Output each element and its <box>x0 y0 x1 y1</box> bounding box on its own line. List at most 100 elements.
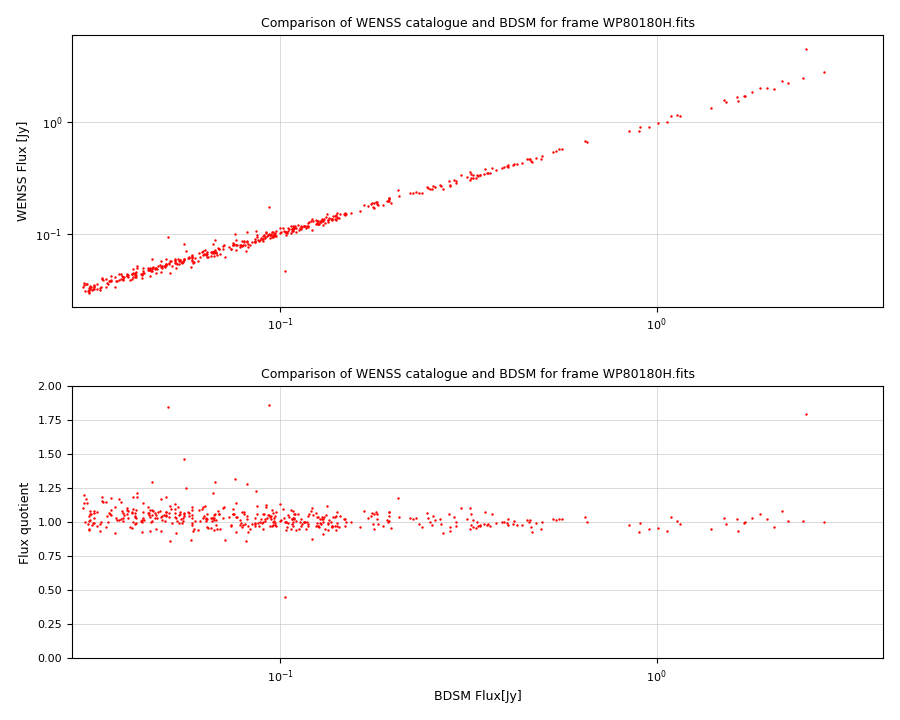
Point <box>212 505 226 516</box>
Point <box>266 520 280 531</box>
Point <box>206 245 220 256</box>
Point <box>299 523 313 535</box>
Point <box>314 518 328 530</box>
Point <box>402 188 417 199</box>
Point <box>113 269 128 280</box>
Point <box>82 523 96 534</box>
Point <box>142 526 157 537</box>
Point <box>299 222 313 234</box>
Point <box>522 516 536 527</box>
Point <box>164 256 178 267</box>
Point <box>167 253 182 264</box>
Point <box>392 510 406 522</box>
Point <box>515 157 529 168</box>
Point <box>169 513 184 524</box>
Point <box>310 217 325 228</box>
Point <box>325 213 339 225</box>
Point <box>266 517 280 528</box>
Point <box>309 214 323 225</box>
Point <box>481 518 495 530</box>
Point <box>306 509 320 521</box>
Point <box>162 507 176 518</box>
Point <box>476 518 491 530</box>
Point <box>168 256 183 267</box>
Point <box>254 513 268 525</box>
Point <box>737 90 751 102</box>
Point <box>130 261 145 272</box>
Point <box>257 515 272 526</box>
Point <box>817 516 832 528</box>
Point <box>104 492 118 504</box>
Point <box>301 510 315 522</box>
Point <box>320 524 335 536</box>
Point <box>143 262 157 274</box>
Point <box>145 510 159 521</box>
Point <box>310 520 325 531</box>
Point <box>297 221 311 233</box>
Point <box>85 519 99 531</box>
Point <box>129 513 143 524</box>
Point <box>164 503 178 515</box>
Point <box>192 248 206 259</box>
Point <box>489 164 503 176</box>
Point <box>168 527 183 539</box>
Point <box>371 199 385 211</box>
Point <box>87 512 102 523</box>
Point <box>218 251 232 263</box>
Point <box>292 225 306 236</box>
Point <box>86 518 100 529</box>
Point <box>497 517 511 528</box>
Point <box>382 194 396 205</box>
Point <box>353 206 367 217</box>
Point <box>237 519 251 531</box>
Point <box>285 223 300 235</box>
Point <box>101 279 115 290</box>
Point <box>274 514 289 526</box>
Y-axis label: WENSS Flux [Jy]: WENSS Flux [Jy] <box>17 121 30 221</box>
Point <box>127 511 141 523</box>
Point <box>168 257 183 269</box>
Point <box>135 512 149 523</box>
Point <box>329 524 344 536</box>
Point <box>316 528 330 540</box>
Point <box>257 232 272 243</box>
Point <box>90 506 104 518</box>
Point <box>313 513 328 525</box>
Point <box>150 506 165 518</box>
Point <box>339 208 354 220</box>
Point <box>197 510 211 521</box>
Point <box>180 507 194 518</box>
Y-axis label: Flux quotient: Flux quotient <box>19 481 32 564</box>
Point <box>266 231 280 243</box>
Point <box>422 516 436 528</box>
Point <box>301 221 315 233</box>
Point <box>282 509 296 521</box>
Point <box>158 253 173 265</box>
Point <box>78 493 93 505</box>
Point <box>775 75 789 86</box>
Point <box>263 520 277 531</box>
Point <box>184 504 199 516</box>
Point <box>128 507 142 518</box>
Point <box>163 268 177 279</box>
Point <box>213 523 228 534</box>
Point <box>266 513 281 524</box>
Point <box>87 505 102 517</box>
Point <box>103 276 117 287</box>
Point <box>206 246 220 258</box>
Point <box>255 233 269 245</box>
Point <box>222 241 237 253</box>
Point <box>321 215 336 226</box>
Point <box>382 517 396 528</box>
Point <box>325 213 339 225</box>
Point <box>500 513 515 525</box>
Point <box>320 500 334 512</box>
Point <box>382 192 396 203</box>
Point <box>136 265 150 276</box>
Point <box>660 117 674 128</box>
Point <box>309 520 323 531</box>
Point <box>182 251 196 263</box>
Point <box>545 513 560 525</box>
Point <box>286 520 301 531</box>
Point <box>142 270 157 282</box>
